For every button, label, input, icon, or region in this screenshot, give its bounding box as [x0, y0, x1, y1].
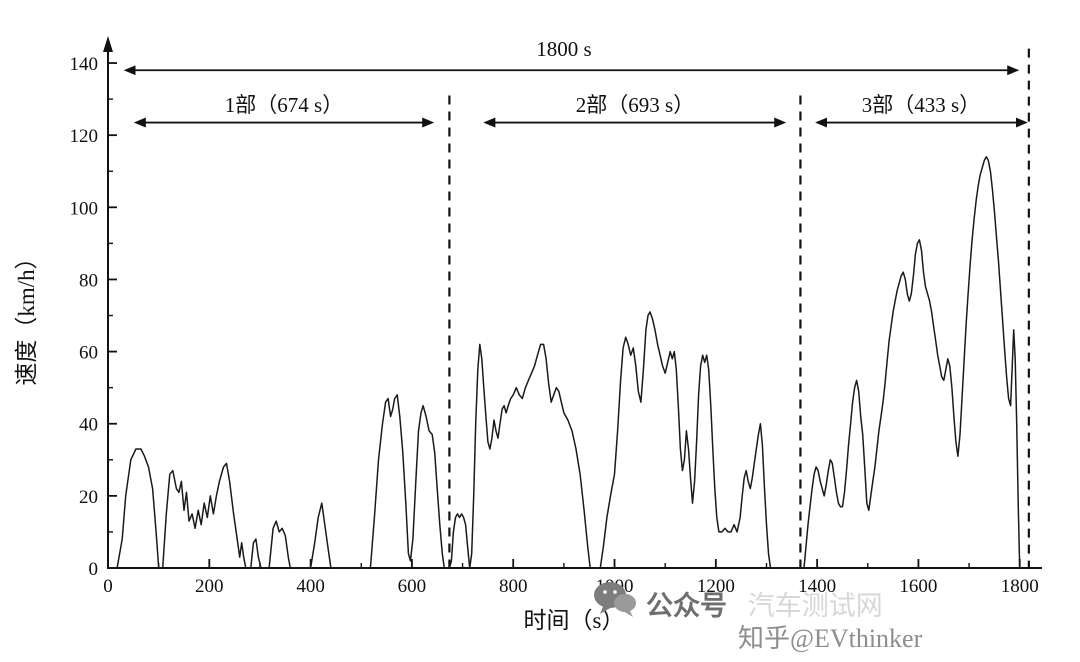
x-tick-label: 800: [499, 576, 528, 597]
total-duration-label: 1800 s: [536, 37, 591, 61]
y-axis-arrowhead-icon: [103, 36, 113, 52]
x-tick-label: 400: [296, 576, 325, 597]
duration-arrows: [123, 65, 1028, 128]
x-tick-label: 1000: [596, 576, 634, 597]
y-tick-label: 140: [70, 54, 99, 75]
y-axis-title: 速度（km/h）: [14, 246, 39, 385]
x-tick-label: 1800: [1001, 576, 1039, 597]
x-axis-title: 时间（s）: [524, 608, 625, 633]
y-tick-label: 120: [70, 126, 99, 147]
part1-duration-label: 1部（674 s）: [225, 93, 343, 117]
y-tick-label: 100: [70, 198, 99, 219]
x-tick-label: 600: [398, 576, 427, 597]
axes: 0 200 400 600 800 1000 1200 1400 1600 1800 0 20 40 60…: [70, 40, 1042, 597]
y-tick-label: 60: [79, 343, 98, 364]
x-tick-label: 1400: [798, 576, 836, 597]
phase-divider-lines: [448, 48, 1030, 568]
part3-duration-label: 3部（433 s）: [862, 93, 980, 117]
y-tick-label: 20: [79, 487, 98, 508]
x-tick-label: 200: [195, 576, 224, 597]
x-tick-label: 1200: [697, 576, 735, 597]
y-tick-label: 0: [89, 559, 99, 580]
y-tick-label: 80: [79, 270, 98, 291]
speed-polyline: [107, 156, 1021, 569]
x-tick-label: 1600: [899, 576, 937, 597]
y-tick-label: 40: [79, 415, 98, 436]
x-tick-label: 0: [103, 576, 113, 597]
speed-curve: [107, 156, 1021, 569]
part2-duration-label: 2部（693 s）: [576, 93, 694, 117]
